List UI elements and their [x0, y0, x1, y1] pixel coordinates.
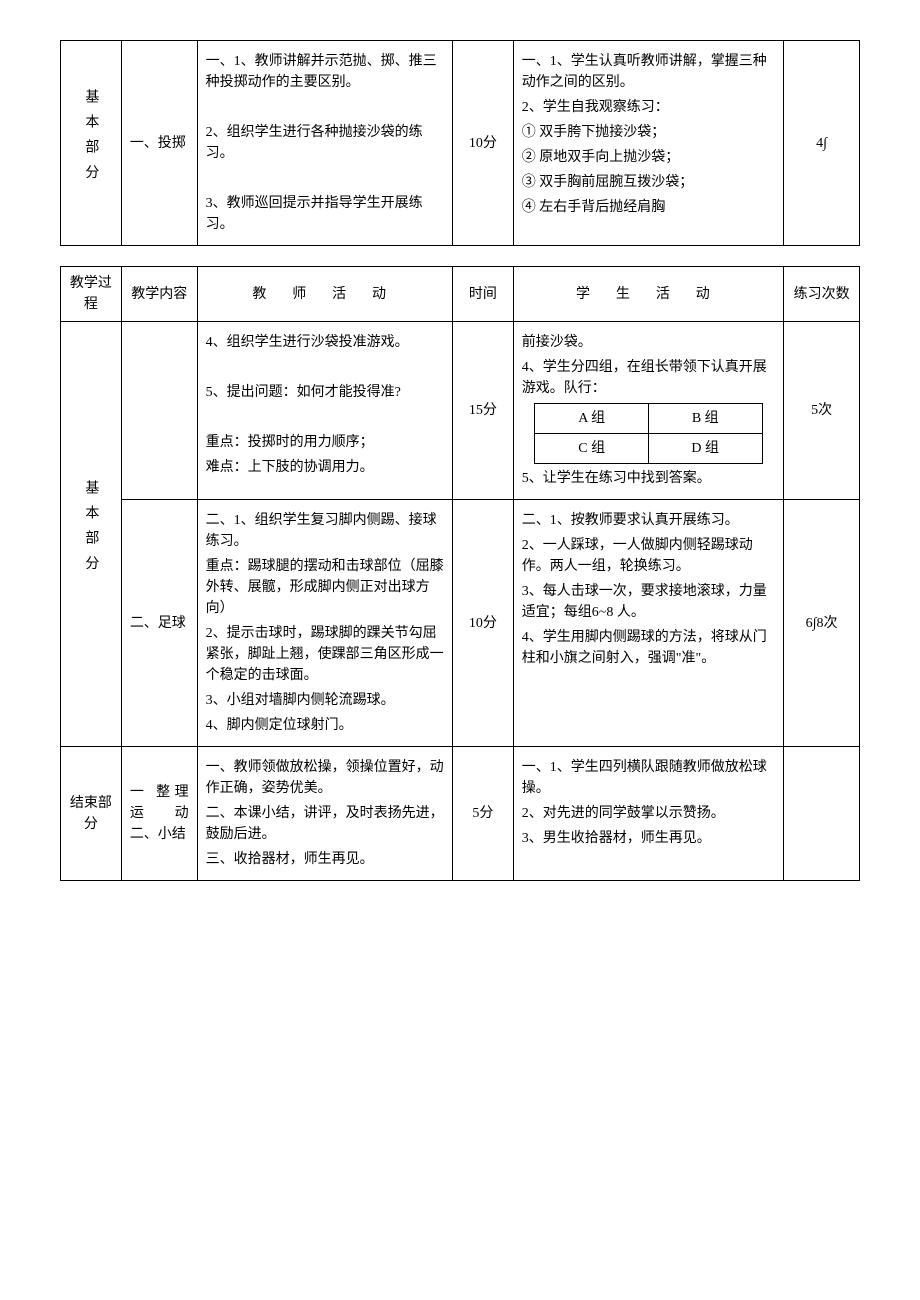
hdr-count: 练习次数	[784, 267, 860, 322]
hdr-student-text: 学 生 活 动	[576, 287, 721, 302]
e-s-p2: 2、对先进的同学鼓掌以示赞扬。	[522, 803, 775, 824]
e-t-p3: 三、收拾器材，师生再见。	[206, 849, 444, 870]
student-cell: 一、1、学生认真听教师讲解，掌握三种动作之间的区别。 2、学生自我观察练习： ①…	[513, 41, 783, 246]
student-li4: ④ 左右手背后抛经肩胸	[522, 197, 775, 218]
teacher-p1: 一、1、教师讲解并示范抛、掷、推三种投掷动作的主要区别。	[206, 51, 444, 93]
b1-t-p1: 4、组织学生进行沙袋投准游戏。	[206, 332, 444, 353]
student-li2: ② 原地双手向上抛沙袋；	[522, 147, 775, 168]
student-basic2: 二、1、按教师要求认真开展练习。 2、一人踩球，一人做脚内侧轻踢球动作。两人一组…	[513, 500, 783, 747]
e-t-p2: 二、本课小结，讲评，及时表扬先进，鼓励后进。	[206, 803, 444, 845]
e-s-p3: 3、男生收拾器材，师生再见。	[522, 828, 775, 849]
b2-t-p5: 4、脚内侧定位球射门。	[206, 715, 444, 736]
hdr-time: 时间	[452, 267, 513, 322]
teacher-p3: 3、教师巡回提示并指导学生开展练习。	[206, 193, 444, 235]
b1-s-p2: 4、学生分四组，在组长带领下认真开展游戏。队行：	[522, 357, 775, 399]
content-end: 一 整理 运动 二、小结	[121, 747, 197, 881]
b2-s-p1: 二、1、按教师要求认真开展练习。	[522, 510, 775, 531]
teacher-basic2: 二、1、组织学生复习脚内侧踢、接球练习。 重点：踢球腿的摆动和击球部位（屈膝外转…	[197, 500, 452, 747]
teacher-cell: 一、1、教师讲解并示范抛、掷、推三种投掷动作的主要区别。 2、组织学生进行各种抛…	[197, 41, 452, 246]
lesson-table-2: 教学过程 教学内容 教 师 活 动 时间 学 生 活 动 练习次数 基本部分 4…	[60, 266, 860, 881]
hdr-content: 教学内容	[121, 267, 197, 322]
b2-s-p2: 2、一人踩球，一人做脚内侧轻踢球动作。两人一组，轮换练习。	[522, 535, 775, 577]
lesson-table-1: 基本部分 一、投掷 一、1、教师讲解并示范抛、掷、推三种投掷动作的主要区别。 2…	[60, 40, 860, 246]
student-li1: ① 双手胯下抛接沙袋；	[522, 122, 775, 143]
count-basic1: 5次	[784, 322, 860, 500]
content-basic1	[121, 322, 197, 500]
header-row: 教学过程 教学内容 教 师 活 动 时间 学 生 活 动 练习次数	[61, 267, 860, 322]
b1-t-p3: 重点：投掷时的用力顺序；	[206, 432, 444, 453]
b2-t-p2: 重点：踢球腿的摆动和击球部位（屈膝外转、展髋，形成脚内侧正对出球方向）	[206, 556, 444, 619]
grid-d: D 组	[648, 434, 762, 464]
process-basic: 基本部分	[61, 322, 122, 747]
b1-t-p2: 5、提出问题：如何才能投得准?	[206, 382, 444, 403]
process-basic-label: 基本部分	[80, 480, 101, 581]
process-end-label: 结束部分	[70, 796, 112, 832]
grid-a: A 组	[535, 404, 649, 434]
end-row: 结束部分 一 整理 运动 二、小结 一、教师领做放松操，领操位置好，动作正确，姿…	[61, 747, 860, 881]
b2-s-p3: 3、每人击球一次，要求接地滚球，力量适宜；每组6~8 人。	[522, 581, 775, 623]
count-basic2: 6∫8次	[784, 500, 860, 747]
b2-t-p1: 二、1、组织学生复习脚内侧踢、接球练习。	[206, 510, 444, 552]
student-end: 一、1、学生四列横队跟随教师做放松球操。 2、对先进的同学鼓掌以示赞扬。 3、男…	[513, 747, 783, 881]
student-p1: 一、1、学生认真听教师讲解，掌握三种动作之间的区别。	[522, 51, 775, 93]
time-basic2: 10分	[452, 500, 513, 747]
time-end: 5分	[452, 747, 513, 881]
student-basic1: 前接沙袋。 4、学生分四组，在组长带领下认真开展游戏。队行： A 组 B 组 C…	[513, 322, 783, 500]
basic-row-1: 基本部分 4、组织学生进行沙袋投准游戏。 5、提出问题：如何才能投得准? 重点：…	[61, 322, 860, 500]
b2-t-p4: 3、小组对墙脚内侧轮流踢球。	[206, 690, 444, 711]
table1-row: 基本部分 一、投掷 一、1、教师讲解并示范抛、掷、推三种投掷动作的主要区别。 2…	[61, 41, 860, 246]
b1-t-p4: 难点：上下肢的协调用力。	[206, 457, 444, 478]
count-end	[784, 747, 860, 881]
teacher-end: 一、教师领做放松操，领操位置好，动作正确，姿势优美。 二、本课小结，讲评，及时表…	[197, 747, 452, 881]
time-cell: 10分	[452, 41, 513, 246]
b2-s-p4: 4、学生用脚内侧踢球的方法，将球从门柱和小旗之间射入，强调"准"。	[522, 627, 775, 669]
e-t-p1: 一、教师领做放松操，领操位置好，动作正确，姿势优美。	[206, 757, 444, 799]
time-basic1: 15分	[452, 322, 513, 500]
basic-row-2: 二、足球 二、1、组织学生复习脚内侧踢、接球练习。 重点：踢球腿的摆动和击球部位…	[61, 500, 860, 747]
hdr-student: 学 生 活 动	[513, 267, 783, 322]
student-li3: ③ 双手胸前屈腕互拨沙袋；	[522, 172, 775, 193]
b1-s-p3: 5、让学生在练习中找到答案。	[522, 468, 775, 489]
process-end: 结束部分	[61, 747, 122, 881]
teacher-p2: 2、组织学生进行各种抛接沙袋的练习。	[206, 122, 444, 164]
process-cell: 基本部分	[61, 41, 122, 246]
hdr-teacher: 教 师 活 动	[197, 267, 452, 322]
content-basic2: 二、足球	[121, 500, 197, 747]
e-s-p1: 一、1、学生四列横队跟随教师做放松球操。	[522, 757, 775, 799]
process-label: 基本部分	[80, 89, 101, 190]
count-cell: 4∫	[784, 41, 860, 246]
hdr-teacher-text: 教 师 活 动	[252, 287, 397, 302]
student-p2: 2、学生自我观察练习：	[522, 97, 775, 118]
hdr-process: 教学过程	[61, 267, 122, 322]
b2-t-p3: 2、提示击球时，踢球脚的踝关节勾屈紧张，脚趾上翘，使踝部三角区形成一个稳定的击球…	[206, 623, 444, 686]
content-cell: 一、投掷	[121, 41, 197, 246]
grid-b: B 组	[648, 404, 762, 434]
group-grid: A 组 B 组 C 组 D 组	[534, 403, 762, 464]
grid-c: C 组	[535, 434, 649, 464]
b1-s-p1: 前接沙袋。	[522, 332, 775, 353]
teacher-basic1: 4、组织学生进行沙袋投准游戏。 5、提出问题：如何才能投得准? 重点：投掷时的用…	[197, 322, 452, 500]
